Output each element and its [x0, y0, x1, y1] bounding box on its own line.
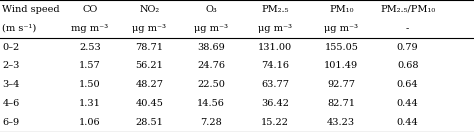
Text: μg m⁻³: μg m⁻³ [194, 24, 228, 33]
Text: 0.64: 0.64 [397, 80, 419, 89]
Text: 15.22: 15.22 [261, 118, 289, 127]
Text: PM₂.₅/PM₁₀: PM₂.₅/PM₁₀ [380, 5, 435, 14]
Text: 82.71: 82.71 [327, 99, 356, 108]
Text: 1.31: 1.31 [79, 99, 101, 108]
Text: 92.77: 92.77 [327, 80, 356, 89]
Text: 78.71: 78.71 [135, 43, 164, 52]
Text: 155.05: 155.05 [324, 43, 358, 52]
Text: NO₂: NO₂ [139, 5, 159, 14]
Text: 74.16: 74.16 [261, 62, 289, 70]
Text: CO: CO [82, 5, 98, 14]
Text: 101.49: 101.49 [324, 62, 358, 70]
Text: 22.50: 22.50 [197, 80, 225, 89]
Text: PM₂.₅: PM₂.₅ [261, 5, 289, 14]
Text: 48.27: 48.27 [135, 80, 164, 89]
Text: 3–4: 3–4 [2, 80, 20, 89]
Text: 0.44: 0.44 [397, 99, 419, 108]
Text: 0.79: 0.79 [397, 43, 419, 52]
Text: 43.23: 43.23 [327, 118, 356, 127]
Text: 38.69: 38.69 [197, 43, 225, 52]
Text: 36.42: 36.42 [261, 99, 289, 108]
Text: (m s⁻¹): (m s⁻¹) [2, 24, 36, 33]
Text: 7.28: 7.28 [200, 118, 222, 127]
Text: 1.57: 1.57 [79, 62, 101, 70]
Text: mg m⁻³: mg m⁻³ [72, 24, 109, 33]
Text: 131.00: 131.00 [258, 43, 292, 52]
Text: 28.51: 28.51 [136, 118, 163, 127]
Text: 40.45: 40.45 [136, 99, 163, 108]
Text: 24.76: 24.76 [197, 62, 225, 70]
Text: 1.50: 1.50 [79, 80, 101, 89]
Text: 1.06: 1.06 [79, 118, 101, 127]
Text: O₃: O₃ [205, 5, 217, 14]
Text: 0.68: 0.68 [397, 62, 419, 70]
Text: 56.21: 56.21 [136, 62, 163, 70]
Text: Wind speed: Wind speed [2, 5, 60, 14]
Text: -: - [406, 24, 409, 33]
Text: 14.56: 14.56 [197, 99, 225, 108]
Text: 2–3: 2–3 [2, 62, 20, 70]
Text: μg m⁻³: μg m⁻³ [258, 24, 292, 33]
Text: μg m⁻³: μg m⁻³ [324, 24, 358, 33]
Text: 2.53: 2.53 [79, 43, 101, 52]
Text: 4–6: 4–6 [2, 99, 19, 108]
Text: 63.77: 63.77 [261, 80, 289, 89]
Text: PM₁₀: PM₁₀ [329, 5, 354, 14]
Text: 6–9: 6–9 [2, 118, 19, 127]
Text: μg m⁻³: μg m⁻³ [132, 24, 166, 33]
Text: 0.44: 0.44 [397, 118, 419, 127]
Text: 0–2: 0–2 [2, 43, 19, 52]
